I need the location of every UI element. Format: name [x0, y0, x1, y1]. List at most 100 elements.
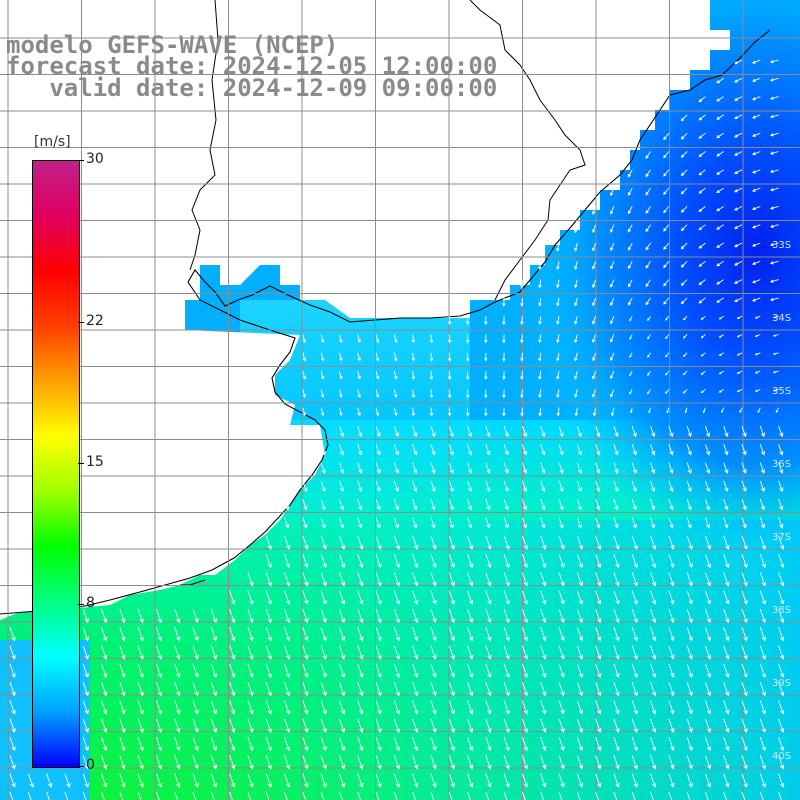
wind-arrow [770, 205, 779, 210]
wind-arrow [210, 700, 218, 715]
wind-arrow [627, 242, 633, 251]
wind-arrow [558, 608, 565, 624]
wind-arrow [734, 187, 743, 193]
wind-arrow [595, 663, 602, 678]
wind-arrow [137, 663, 144, 678]
wind-arrow [754, 315, 761, 319]
wind-arrow [704, 553, 712, 569]
wind-arrow [210, 645, 218, 660]
wind-arrow [338, 535, 346, 550]
wind-arrow [680, 187, 688, 195]
wind-arrow [412, 480, 418, 493]
wind-arrow [595, 462, 601, 474]
wind-arrow [698, 151, 706, 158]
wind-arrow [466, 352, 470, 362]
wind-arrow [357, 590, 364, 605]
wind-arrow [375, 773, 382, 788]
wind-arrow [155, 791, 160, 800]
wind-arrow [741, 773, 748, 788]
wind-arrow [704, 773, 712, 788]
wind-arrow [650, 462, 656, 474]
wind-arrow [741, 590, 748, 605]
wind-arrow [393, 334, 398, 344]
wind-arrow [503, 755, 510, 770]
wind-arrow [558, 462, 564, 474]
wind-arrow [430, 718, 437, 733]
wind-arrow [521, 499, 528, 511]
wind-arrow [412, 535, 419, 550]
wind-arrow [448, 663, 455, 678]
wind-arrow [556, 279, 560, 289]
wind-arrow [627, 224, 633, 233]
wind-arrow [741, 517, 747, 529]
wind-arrow [704, 718, 712, 733]
wind-arrow [631, 480, 637, 493]
wind-arrow [723, 425, 729, 438]
wind-arrow [502, 389, 506, 399]
wind-arrow [192, 791, 197, 800]
wind-arrow [265, 773, 272, 788]
wind-arrow [302, 700, 309, 715]
wind-arrow [192, 608, 199, 624]
wind-arrow [759, 791, 764, 800]
wind-arrow [630, 407, 633, 414]
wind-arrow [668, 480, 674, 493]
wind-arrow [576, 755, 584, 770]
wind-arrow [736, 352, 743, 356]
wind-arrow [485, 590, 492, 605]
wind-arrow [485, 773, 492, 788]
wind-arrow [411, 352, 416, 362]
wind-arrow [739, 407, 743, 414]
border-line-west [189, 0, 219, 271]
wind-arrow [538, 261, 542, 271]
wind-arrow [613, 425, 619, 438]
wind-arrow [412, 700, 419, 715]
wind-arrow [430, 553, 437, 569]
wind-arrow [631, 425, 637, 438]
wind-arrow [686, 499, 692, 511]
wind-arrow [393, 590, 401, 605]
wind-arrow [9, 736, 16, 752]
wind-arrow [686, 462, 692, 474]
wind-arrow [375, 645, 382, 660]
wind-arrow [556, 334, 560, 344]
wind-arrow [631, 718, 638, 733]
wind-arrow [752, 242, 761, 247]
wind-arrow [538, 279, 542, 289]
wind-arrow [137, 645, 144, 660]
wind-arrow [647, 315, 651, 322]
wind-arrow [686, 791, 691, 800]
wind-arrow [192, 682, 199, 697]
wind-arrow [770, 132, 779, 137]
wind-arrow [448, 700, 455, 715]
wind-arrow [770, 169, 779, 174]
wind-arrow [467, 736, 474, 752]
wind-arrow [9, 663, 16, 678]
wind-arrow [613, 663, 620, 678]
wind-arrow [393, 700, 401, 715]
wind-arrow [9, 755, 16, 770]
forecast-date: forecast date: 2024-12-05 12:00:00 [6, 52, 498, 80]
wind-arrow [467, 590, 474, 605]
wind-arrow [574, 352, 578, 362]
wind-arrow [485, 572, 492, 587]
wind-arrow [680, 206, 688, 213]
wind-arrow [302, 389, 306, 398]
wind-arrow [82, 791, 87, 800]
wind-arrow [700, 370, 706, 375]
wind-arrow [119, 700, 126, 715]
wind-arrow [357, 572, 364, 587]
wind-arrow [502, 407, 506, 417]
wind-arrow [357, 700, 364, 715]
wind-arrow [192, 755, 199, 770]
wind-arrow [574, 370, 578, 380]
wind-arrow [718, 334, 724, 338]
wind-arrow [778, 517, 784, 529]
wind-arrow [375, 407, 380, 417]
wind-arrow [357, 608, 364, 624]
wind-arrow [210, 736, 218, 752]
wind-arrow [447, 352, 452, 362]
wind-arrow [595, 791, 599, 800]
wind-arrow [192, 663, 199, 678]
wind-arrow [698, 187, 706, 194]
